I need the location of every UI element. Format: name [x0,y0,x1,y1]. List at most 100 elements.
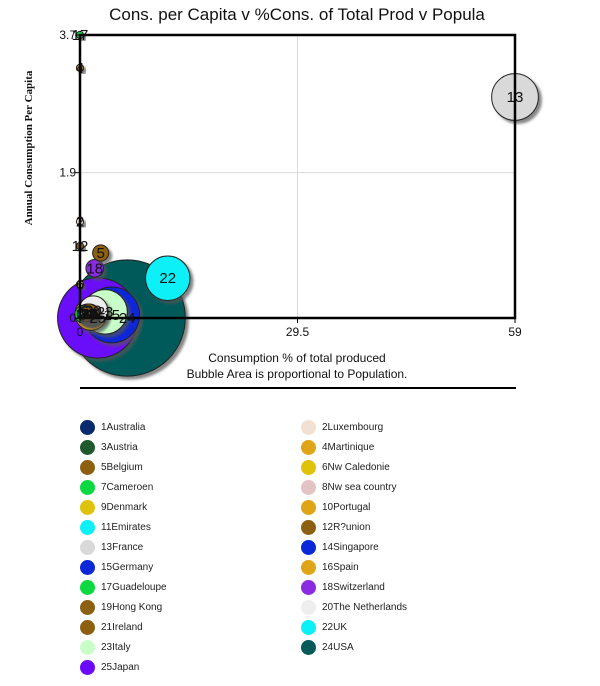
legend-item-21: 21Ireland [80,618,143,636]
gridlines [80,35,515,318]
bubble-label-21: 21 [78,306,95,323]
legend-item-12: 12R?union [301,518,370,536]
legend-item-14: 14Singapore [301,538,379,556]
legend-item-22: 22UK [301,618,347,636]
legend-swatch-icon [80,499,95,515]
bubble-label-7: 7 [80,306,88,323]
chart-title: Cons. per Capita v %Cons. of Total Prod … [109,5,485,24]
bubble-label-17: 17 [72,27,89,44]
bubble-label-11: 11 [75,306,91,323]
legend-label: 11Emirates [101,521,151,533]
legend-label: 10Portugal [322,501,371,513]
x-tick-label: 0 [77,325,84,339]
legend-label: 5Belgium [101,461,143,473]
legend-swatch-icon [80,459,95,475]
bubble-label-18: 18 [86,260,103,277]
legend-swatch-icon [80,619,95,635]
legend-label: 18Switzerland [322,581,385,593]
legend-item-17: 17Guadeloupe [80,578,167,596]
legend-label: 25Japan [101,661,140,673]
legend-item-3: 3Austria [80,438,138,456]
bubble-label-14: 14 [80,306,97,323]
legend-swatch-icon [301,579,316,595]
bubble-label-10: 10 [81,306,98,323]
legend-swatch-icon [301,539,316,555]
bubble-label-25: 25 [89,310,106,327]
legend-label: 20The Netherlands [322,601,408,613]
legend-swatch-icon [80,539,95,555]
legend-item-7: 7Cameroen [80,478,153,496]
legend-item-10: 10Portugal [301,498,370,516]
x-tick-label: 29.5 [286,325,310,339]
bubble-label-23: 23 [97,304,114,321]
legend-item-6: 6Nw Caledonie [301,458,390,476]
bubble-label-1: 1 [83,306,91,323]
legend-item-15: 15Germany [80,558,153,576]
legend-swatch-icon [301,419,316,435]
legend-label: 3Austria [101,441,138,453]
legend-swatch-icon [80,419,95,435]
bubble-label-12: 12 [72,238,89,255]
y-tick-label: 1.9 [59,166,76,180]
legend-label: 8Nw sea country [322,481,397,493]
legend-label: 16Spain [322,561,359,573]
bubble-label-19: 19 [81,306,98,323]
legend-item-16: 16Spain [301,558,359,576]
bubble-label-24: 24 [119,310,136,327]
legend-label: 1Australia [101,421,146,433]
legend-item-19: 19Hong Kong [80,598,162,616]
bubble-label-6: 6 [76,276,84,293]
legend-item-4: 4Martinique [301,438,374,456]
legend-label: 21Ireland [101,621,143,633]
legend-label: 2Luxembourg [322,421,384,433]
legend-swatch-icon [301,599,316,615]
legend-swatch-icon [80,659,95,675]
bubble-label-20: 20 [85,302,102,319]
legend-label: 12R?union [322,521,371,533]
bubble-22[interactable] [145,255,191,301]
legend-swatch-icon [80,559,95,575]
legend-swatch-icon [301,439,316,455]
legend-label: 24USA [322,641,354,653]
legend-label: 23Italy [101,641,131,653]
legend-swatch-icon [301,519,316,535]
x-tick-label: 59 [508,325,522,339]
bubble-label-16: 16 [83,306,100,323]
bubble-5[interactable] [92,244,110,262]
legend-swatch-icon [301,619,316,635]
legend-item-24: 24USA [301,638,354,656]
bubble-label-9: 9 [81,306,89,323]
legend-label: 6Nw Caledonie [322,461,390,473]
legend-item-2: 2Luxembourg [301,418,383,436]
legend-swatch-icon [80,519,95,535]
legend-label: 13France [101,541,144,553]
legend-swatch-icon [80,439,95,455]
legend-swatch-icon [80,639,95,655]
bubble-18[interactable] [85,258,105,278]
legend-item-25: 25Japan [80,658,139,676]
legend-swatch-icon [301,559,316,575]
legend-item-18: 18Switzerland [301,578,385,596]
legend-item-1: 1Australia [80,418,145,436]
legend-label: 7Cameroen [101,481,154,493]
legend-swatch-icon [80,479,95,495]
y-axis-label: Annual Consumption Per Capita [23,70,35,225]
bubble-label-13: 13 [507,89,524,106]
legend-label: 14Singapore [322,541,379,553]
legend-swatch-icon [301,479,316,495]
legend-swatch-icon [301,459,316,475]
bubble-label-4: 4 [76,60,84,77]
legend-item-5: 5Belgium [80,458,143,476]
legend-label: 19Hong Kong [101,601,163,613]
legend-item-8: 8Nw sea country [301,478,396,496]
y-tick-label: 0 [69,311,76,325]
bubble-chart: Cons. per Capita v %Cons. of Total Prod … [23,5,539,389]
y-tick-label: 3.7 [59,28,76,42]
x-axis-note: Bubble Area is proportional to Populatio… [187,367,408,381]
legend-item-23: 23Italy [80,638,130,656]
legend-item-11: 11Emirates [80,518,151,536]
legend-label: 15Germany [101,561,154,573]
legend-item-9: 9Denmark [80,498,147,516]
legend-swatch-icon [80,599,95,615]
